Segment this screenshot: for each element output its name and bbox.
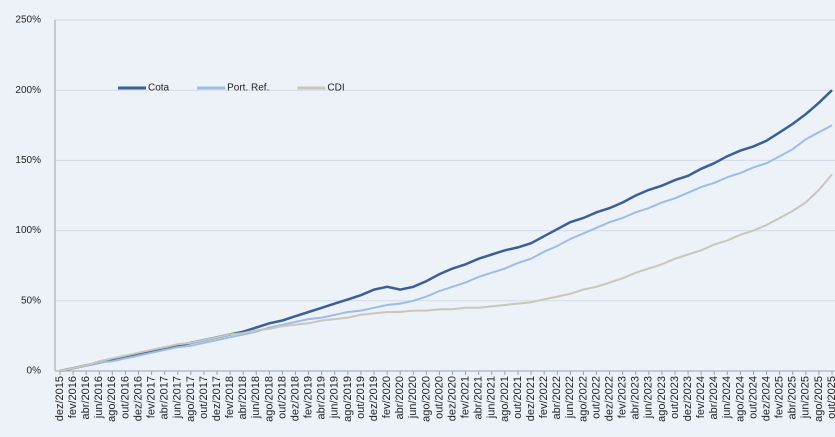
x-tick-label: ago/2025 bbox=[813, 376, 825, 422]
x-tick-label: abr/2021 bbox=[473, 376, 485, 419]
x-tick-label: ago/2020 bbox=[420, 376, 432, 422]
x-tick-label: out/2016 bbox=[119, 376, 131, 419]
x-tick-label: fev/2025 bbox=[774, 376, 786, 418]
x-tick-label: ago/2024 bbox=[734, 376, 746, 422]
x-tick-label: fev/2019 bbox=[303, 376, 315, 418]
x-tick-label: out/2020 bbox=[433, 376, 445, 419]
x-tick-label: dez/2023 bbox=[682, 376, 694, 421]
y-tick-label: 50% bbox=[21, 295, 41, 306]
series-line bbox=[59, 124, 833, 372]
x-tick-label: ago/2018 bbox=[263, 376, 275, 422]
x-tick-label: out/2024 bbox=[747, 376, 759, 419]
y-tick-label: 150% bbox=[15, 155, 41, 166]
x-tick-label: out/2021 bbox=[512, 376, 524, 419]
x-tick-label: dez/2024 bbox=[760, 376, 772, 421]
y-tick-label: 0% bbox=[27, 366, 42, 377]
x-tick-label: out/2022 bbox=[590, 376, 602, 419]
x-tick-label: dez/2017 bbox=[211, 376, 223, 421]
x-tick-label: ago/2016 bbox=[106, 376, 118, 422]
x-tick-label: ago/2023 bbox=[656, 376, 668, 422]
x-tick-label: abr/2019 bbox=[316, 376, 328, 419]
x-tick-label: jun/2022 bbox=[564, 376, 576, 419]
x-tick-label: jun/2017 bbox=[172, 376, 184, 419]
x-tick-label: fev/2020 bbox=[381, 376, 393, 418]
x-tick-label: dez/2020 bbox=[446, 376, 458, 421]
x-tick-label: ago/2019 bbox=[342, 376, 354, 422]
x-tick-label: out/2018 bbox=[276, 376, 288, 419]
x-tick-label: dez/2021 bbox=[525, 376, 537, 421]
legend-label: Cota bbox=[148, 83, 170, 94]
x-tick-label: fev/2021 bbox=[460, 376, 472, 418]
series-line bbox=[59, 173, 833, 372]
x-tick-label: abr/2016 bbox=[80, 376, 92, 419]
y-tick-label: 100% bbox=[15, 225, 41, 236]
x-tick-label: fev/2024 bbox=[695, 376, 707, 418]
x-tick-label: ago/2021 bbox=[499, 376, 511, 422]
x-tick-label: abr/2025 bbox=[787, 376, 799, 419]
x-tick-label: fev/2023 bbox=[617, 376, 629, 418]
x-tick-label: jun/2024 bbox=[721, 376, 733, 419]
x-tick-label: fev/2016 bbox=[67, 376, 79, 418]
x-tick-label: fev/2022 bbox=[538, 376, 550, 418]
x-tick-label: jun/2016 bbox=[93, 376, 105, 419]
legend-label: CDI bbox=[327, 83, 344, 94]
x-tick-label: out/2019 bbox=[355, 376, 367, 419]
x-tick-label: jun/2023 bbox=[643, 376, 655, 419]
x-tick-label: jun/2020 bbox=[407, 376, 419, 419]
x-tick-label: ago/2022 bbox=[577, 376, 589, 422]
y-tick-label: 250% bbox=[15, 15, 41, 26]
x-tick-label: dez/2018 bbox=[289, 376, 301, 421]
x-tick-label: dez/2015 bbox=[54, 376, 66, 421]
y-tick-label: 200% bbox=[15, 85, 41, 96]
x-tick-label: abr/2023 bbox=[630, 376, 642, 419]
legend-label: Port. Ref. bbox=[227, 83, 269, 94]
x-tick-label: abr/2017 bbox=[159, 376, 171, 419]
x-tick-label: jun/2025 bbox=[800, 376, 812, 419]
x-tick-label: out/2025 bbox=[826, 376, 835, 419]
x-tick-label: dez/2019 bbox=[368, 376, 380, 421]
x-tick-label: fev/2017 bbox=[145, 376, 157, 418]
x-tick-label: abr/2018 bbox=[237, 376, 249, 419]
x-tick-label: out/2017 bbox=[198, 376, 210, 419]
x-tick-label: dez/2016 bbox=[132, 376, 144, 421]
x-tick-label: out/2023 bbox=[669, 376, 681, 419]
x-tick-label: fev/2018 bbox=[224, 376, 236, 418]
x-tick-label: ago/2017 bbox=[185, 376, 197, 422]
x-tick-label: dez/2022 bbox=[603, 376, 615, 421]
x-tick-label: abr/2022 bbox=[551, 376, 563, 419]
x-tick-label: jun/2019 bbox=[329, 376, 341, 419]
x-tick-label: abr/2020 bbox=[394, 376, 406, 419]
x-tick-label: jun/2018 bbox=[250, 376, 262, 419]
x-tick-label: abr/2024 bbox=[708, 376, 720, 419]
x-tick-label: jun/2021 bbox=[486, 376, 498, 419]
